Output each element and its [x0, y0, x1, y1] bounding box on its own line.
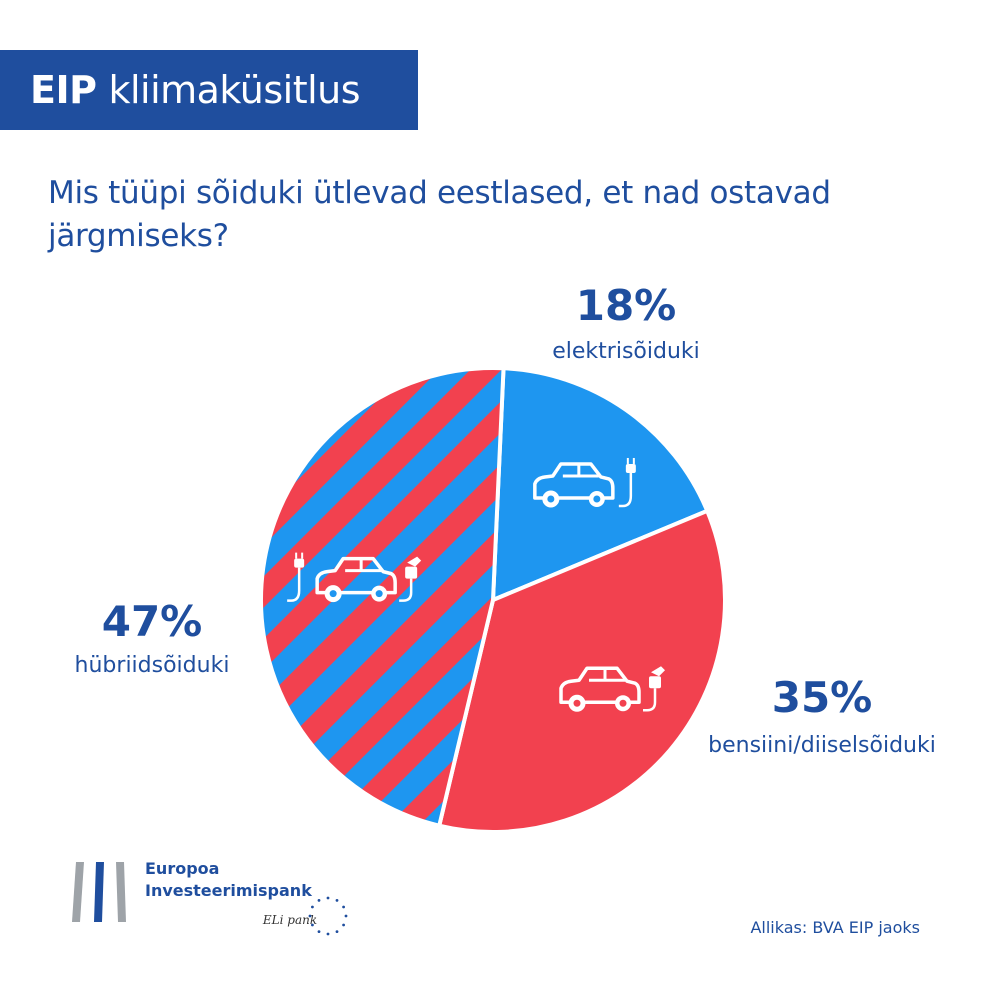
- eu-star: [335, 899, 339, 902]
- logo-text: Europoa Investeerimispank: [145, 858, 312, 902]
- title-rest: kliimaküsitlus: [108, 68, 361, 112]
- hybrid-car-icon: [287, 552, 422, 603]
- eu-star: [335, 930, 339, 933]
- eu-stars-signature: ELi pank: [262, 896, 348, 936]
- slice-percent-hybrid: 47%: [102, 597, 203, 646]
- logo-line2: Investeerimispank: [145, 881, 312, 900]
- signature-text: ELi pank: [262, 913, 317, 927]
- slice-percent-electric: 18%: [576, 281, 677, 330]
- title-banner: EIP kliimaküsitlus: [0, 50, 418, 130]
- slice-label-fuel: bensiini/diiselsõiduki: [708, 733, 936, 758]
- eu-star: [326, 896, 330, 900]
- eu-star: [344, 914, 348, 918]
- eu-star: [342, 905, 345, 909]
- eib-logo-icon: [72, 862, 126, 922]
- eu-star: [311, 923, 314, 927]
- eu-star: [342, 923, 345, 927]
- eu-star: [326, 932, 330, 936]
- logo-line1: Europoa: [145, 859, 220, 878]
- fuel-car-icon: [559, 666, 666, 712]
- eu-star: [308, 914, 312, 918]
- slice-label-hybrid: hübriidsõiduki: [75, 653, 230, 678]
- question-text: Mis tüüpi sõiduki ütlevad eestlased, et …: [48, 175, 831, 254]
- pie-slice-electric: [490, 366, 710, 604]
- slice-label-electric: elektrisõiduki: [552, 339, 700, 364]
- title-bold: EIP: [30, 68, 97, 112]
- slice-percent-fuel: 35%: [772, 673, 873, 722]
- pie-slice-fuel: [436, 508, 727, 834]
- eu-star: [311, 905, 314, 909]
- electric-car-icon: [533, 457, 636, 508]
- source-note: Allikas: BVA EIP jaoks: [750, 918, 920, 937]
- eu-star: [317, 930, 321, 933]
- eu-star: [317, 899, 321, 902]
